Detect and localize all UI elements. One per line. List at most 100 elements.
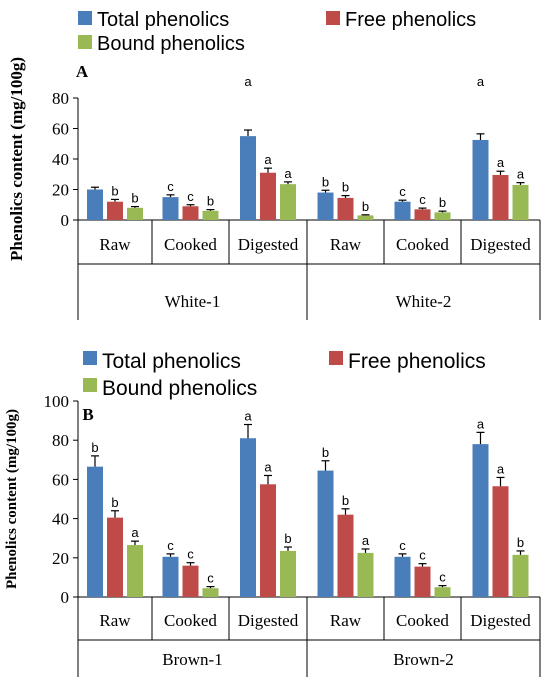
significance-letter-b-2-1: b — [111, 495, 118, 510]
bar-b-2-4 — [337, 514, 354, 597]
bar-a-1-5 — [394, 201, 411, 220]
y-axis-label-a: Phenolics content (mg/100g) — [7, 57, 26, 261]
bar-a-1-3 — [240, 136, 256, 220]
significance-letter-a-2-2: c — [187, 189, 194, 204]
bar-b-2-3 — [260, 484, 276, 597]
bar-b-3-5 — [434, 587, 451, 597]
bar-a-3-2 — [202, 210, 219, 220]
legend-swatch-b-2 — [329, 351, 343, 365]
x-group-label-b-2: Brown-2 — [393, 650, 453, 669]
legend-swatch-a-3 — [78, 35, 92, 49]
legend-label-a-3: Bound phenolics — [97, 33, 245, 55]
significance-letter-top-a-3: a — [244, 74, 252, 89]
y-tick-label-a-0: 0 — [61, 211, 70, 230]
y-tick-label-a-60: 60 — [52, 120, 69, 139]
significance-letter-b-1-4: b — [322, 445, 329, 460]
y-tick-label-b-100: 100 — [44, 392, 70, 411]
bar-b-3-2 — [202, 588, 219, 597]
bar-a-1-4 — [317, 192, 334, 220]
bar-b-3-1 — [127, 545, 143, 597]
bar-b-1-3 — [240, 438, 256, 597]
significance-letter-a-2-6: a — [497, 155, 505, 170]
legend-swatch-b-1 — [83, 351, 97, 365]
y-tick-label-b-60: 60 — [52, 470, 69, 489]
significance-letter-a-3-2: b — [207, 194, 214, 209]
bar-a-2-1 — [107, 201, 123, 220]
bar-b-1-6 — [472, 444, 489, 597]
y-tick-label-b-80: 80 — [52, 431, 69, 450]
panel-b-chart: Total phenolics Free phenolics Bound pheno… — [4, 350, 541, 677]
significance-letter-b-2-4: b — [342, 493, 349, 508]
bar-b-1-1 — [87, 466, 103, 597]
bar-b-2-1 — [107, 517, 123, 597]
legend-swatch-a-1 — [78, 11, 92, 25]
x-category-label-b-2: Cooked — [164, 611, 217, 630]
x-category-label-b-6: Digested — [470, 611, 531, 630]
y-tick-label-b-20: 20 — [52, 549, 69, 568]
bar-a-2-2 — [182, 206, 199, 220]
significance-letter-a-3-3: a — [284, 166, 292, 181]
legend-label-b-3: Bound phenolics — [102, 377, 257, 400]
significance-letter-a-3-6: a — [517, 167, 525, 182]
y-tick-label-b-0: 0 — [61, 588, 70, 607]
bar-a-2-6 — [492, 175, 509, 220]
bar-a-3-5 — [434, 212, 451, 220]
significance-letter-a-2-5: c — [419, 192, 426, 207]
legend-label-b-2: Free phenolics — [348, 350, 486, 373]
significance-letter-b-2-5: c — [419, 548, 426, 563]
bar-b-1-5 — [394, 556, 411, 597]
significance-letter-a-3-5: b — [439, 195, 446, 210]
bar-a-3-4 — [357, 215, 374, 220]
x-category-label-a-5: Cooked — [396, 235, 449, 254]
significance-letter-a-3-1: b — [131, 191, 138, 206]
significance-letter-b-1-6: a — [477, 416, 485, 431]
bar-a-2-5 — [414, 209, 431, 220]
x-category-label-a-6: Digested — [470, 235, 531, 254]
x-category-label-b-3: Digested — [238, 611, 299, 630]
significance-letter-b-1-5: c — [399, 538, 406, 553]
bar-a-1-6 — [472, 139, 489, 220]
x-group-label-a-1: White-1 — [165, 292, 221, 311]
y-tick-label-a-40: 40 — [52, 150, 69, 169]
bar-b-3-6 — [512, 554, 529, 597]
significance-letter-b-3-3: b — [284, 531, 291, 546]
bar-b-3-3 — [280, 550, 296, 597]
significance-letter-b-3-4: a — [362, 533, 370, 548]
significance-letter-a-2-3: a — [264, 152, 272, 167]
legend-label-a-1: Total phenolics — [97, 9, 229, 31]
bar-a-3-3 — [280, 184, 296, 220]
bar-a-3-6 — [512, 184, 529, 220]
bar-b-2-5 — [414, 566, 431, 597]
x-category-label-a-1: Raw — [99, 235, 131, 254]
significance-letter-b-2-2: c — [187, 547, 194, 562]
x-category-label-b-4: Raw — [330, 611, 362, 630]
y-tick-label-b-40: 40 — [52, 510, 69, 529]
significance-letter-b-3-2: c — [207, 571, 214, 586]
significance-letter-a-1-5: c — [399, 184, 406, 199]
significance-letter-b-3-1: a — [131, 525, 139, 540]
legend-swatch-a-2 — [326, 11, 340, 25]
panel-label-b: B — [82, 405, 93, 424]
significance-letter-b-3-6: b — [517, 535, 524, 550]
bar-a-1-2 — [162, 197, 179, 220]
legend-label-b-1: Total phenolics — [102, 350, 241, 373]
bar-a-3-1 — [127, 207, 143, 220]
bar-a-1-1 — [87, 189, 103, 220]
bar-a-2-4 — [337, 197, 354, 220]
significance-letter-a-2-1: b — [111, 183, 118, 198]
significance-letter-b-2-6: a — [497, 461, 505, 476]
bar-a-2-3 — [260, 172, 276, 220]
y-tick-label-a-20: 20 — [52, 181, 69, 200]
x-category-label-a-2: Cooked — [164, 235, 217, 254]
significance-letter-a-2-4: b — [342, 180, 349, 195]
significance-letter-a-1-4: b — [322, 174, 329, 189]
legend-swatch-b-3 — [83, 378, 97, 392]
bar-b-2-6 — [492, 486, 509, 597]
significance-letter-top-a-6: a — [477, 74, 485, 89]
legend-label-a-2: Free phenolics — [345, 9, 476, 31]
significance-letter-a-1-2: c — [167, 179, 174, 194]
significance-letter-b-2-3: a — [264, 459, 272, 474]
panel-label-a: A — [76, 62, 89, 81]
significance-letter-b-1-3: a — [244, 409, 252, 424]
